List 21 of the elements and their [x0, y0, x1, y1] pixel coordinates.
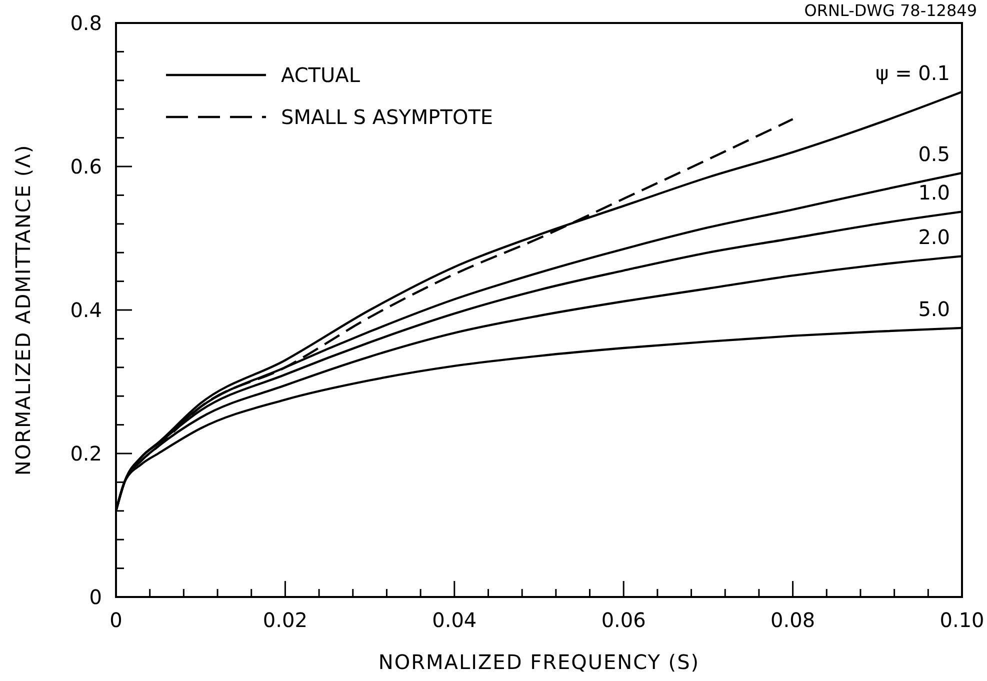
x-tick-label: 0.10 [940, 608, 984, 632]
annotation: 2.0 [918, 225, 950, 250]
legend-label: ACTUAL [281, 63, 361, 87]
y-tick-label: 0.4 [70, 298, 102, 322]
y-axis-title: NORMALIZED ADMITTANCE (Λ) [11, 144, 35, 476]
y-tick-label: 0.8 [70, 11, 102, 35]
x-tick-label: 0 [110, 608, 122, 632]
x-tick-label: 0.06 [601, 608, 646, 632]
annotation: ψ = 0.1 [876, 60, 950, 85]
x-tick-label: 0.08 [770, 608, 816, 632]
annotation: 5.0 [918, 296, 950, 321]
annotation: 1.0 [918, 180, 950, 205]
x-tick-label: 0.02 [262, 608, 308, 632]
text: ORNL-DWG 78-12849 [804, 1, 977, 20]
x-tick-label: 0.04 [432, 608, 477, 632]
y-tick-label: 0.2 [70, 442, 102, 466]
legend-label: SMALL S ASYMPTOTE [281, 105, 494, 129]
x-axis-title: NORMALIZED FREQUENCY (S) [378, 650, 700, 674]
annotation: 0.5 [918, 142, 950, 166]
y-tick-label: 0 [89, 585, 102, 609]
y-tick-label: 0.6 [70, 154, 102, 178]
